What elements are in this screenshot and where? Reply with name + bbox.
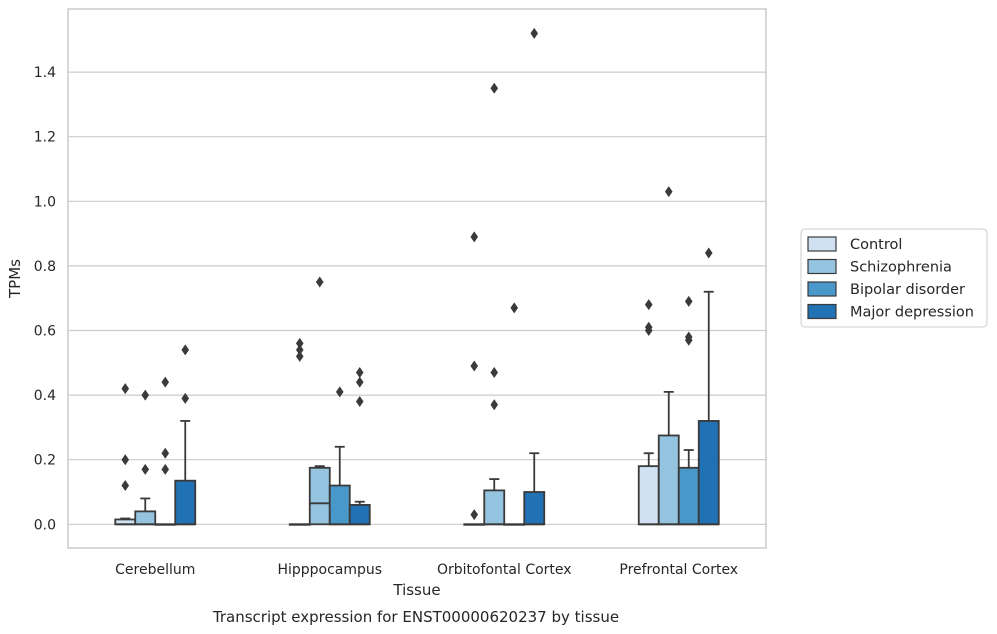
- legend-item: Major depression: [807, 303, 974, 321]
- box-body: [328, 484, 351, 526]
- outlier-point: [295, 337, 304, 349]
- legend: Control Schizophrenia Bipolar disorder Majo…: [800, 228, 988, 328]
- outlier-point: [355, 376, 364, 388]
- y-tick-label: 0.4: [34, 388, 56, 404]
- y-tick-label: 1.4: [34, 65, 56, 81]
- figure-caption: Transcript expression for ENST0000062023…: [212, 608, 619, 626]
- box-bipolar-disorder: [328, 386, 351, 526]
- legend-label: Major depression: [850, 305, 974, 321]
- outlier-point: [315, 276, 324, 288]
- box-body: [637, 465, 660, 526]
- box-bipolar-disorder: [677, 295, 700, 526]
- box-major-depression: [523, 27, 546, 526]
- box-schizophrenia: [483, 82, 506, 526]
- box-body: [483, 489, 506, 526]
- legend-swatch: [807, 236, 837, 252]
- box-control: [114, 383, 137, 526]
- legend-item: Control: [807, 236, 902, 253]
- outlier-point: [355, 366, 364, 378]
- y-axis-title: TPMs: [6, 259, 24, 299]
- outlier-point: [161, 447, 170, 459]
- box-schizophrenia: [134, 389, 157, 526]
- y-tick-label: 0.2: [34, 453, 56, 469]
- plot-frame: [67, 8, 767, 549]
- box-body: [348, 504, 371, 526]
- outlier-point: [161, 463, 170, 475]
- legend-swatch: [807, 281, 837, 297]
- outlier-point: [121, 383, 130, 395]
- y-tick-label: 0.0: [34, 517, 56, 533]
- box-groups: [114, 27, 720, 526]
- x-tick-label: Cerebellum: [115, 562, 195, 578]
- box-bipolar-disorder: [503, 302, 526, 526]
- outlier-point: [664, 186, 673, 198]
- box-body: [677, 466, 700, 526]
- outlier-point: [530, 27, 539, 39]
- box-group-hipppocampus: [288, 276, 371, 526]
- outlier-point: [161, 376, 170, 388]
- box-major-depression: [174, 344, 197, 526]
- legend-label: Control: [850, 237, 902, 253]
- outlier-point: [684, 331, 693, 343]
- y-tick-label: 0.8: [34, 259, 56, 275]
- outlier-point: [490, 82, 499, 94]
- box-bipolar-disorder: [154, 376, 177, 526]
- y-tick-label: 0.6: [34, 324, 56, 340]
- outlier-point: [295, 344, 304, 356]
- outlier-point: [470, 360, 479, 372]
- outlier-point: [684, 295, 693, 307]
- outlier-point: [335, 386, 344, 398]
- y-tick-labels: 0.0 0.2 0.4 0.6 0.8 1.0 1.2 1.4: [34, 65, 56, 533]
- box-body: [697, 420, 720, 526]
- outlier-point: [121, 454, 130, 466]
- outlier-point: [121, 480, 130, 492]
- legend-item: Bipolar disorder: [807, 281, 965, 298]
- box-body: [174, 479, 197, 526]
- box-body: [523, 491, 546, 526]
- box-group-prefrontal-cortex: [637, 186, 720, 526]
- box-major-depression: [697, 247, 720, 526]
- x-tick-label: Orbitofontal Cortex: [437, 562, 572, 578]
- box-schizophrenia: [657, 186, 680, 526]
- outlier-point: [181, 392, 190, 404]
- outlier-point: [141, 463, 150, 475]
- outlier-point: [644, 299, 653, 311]
- box-body: [657, 434, 680, 526]
- outlier-point: [490, 399, 499, 411]
- box-body: [308, 466, 331, 526]
- box-group-orbitofontal-cortex: [463, 27, 546, 526]
- outlier-point: [470, 231, 479, 243]
- x-tick-label: Hipppocampus: [277, 562, 382, 578]
- y-tick-label: 1.0: [34, 194, 56, 210]
- outlier-point: [510, 302, 519, 314]
- x-axis-title: Tissue: [392, 581, 440, 599]
- outlier-point: [490, 366, 499, 378]
- x-tick-labels: Cerebellum Hipppocampus Orbitofontal Corte…: [115, 562, 738, 578]
- outlier-point: [470, 509, 479, 521]
- box-body: [134, 510, 157, 526]
- outlier-point: [141, 389, 150, 401]
- outlier-point: [355, 396, 364, 408]
- outlier-point: [181, 344, 190, 356]
- legend-box: [800, 228, 988, 328]
- legend-label: Schizophrenia: [850, 260, 952, 276]
- legend-label: Bipolar disorder: [850, 282, 965, 298]
- box-group-cerebellum: [114, 344, 197, 526]
- y-tick-label: 1.2: [34, 130, 56, 146]
- box-control: [637, 299, 660, 526]
- box-control: [463, 231, 486, 526]
- legend-swatch: [807, 303, 837, 320]
- outlier-point: [295, 350, 304, 362]
- legend-item: Schizophrenia: [807, 258, 952, 276]
- x-tick-label: Prefrontal Cortex: [619, 562, 738, 578]
- box-schizophrenia: [308, 276, 331, 526]
- outlier-point: [704, 247, 713, 259]
- box-major-depression: [348, 366, 371, 526]
- box-control: [288, 337, 311, 526]
- legend-swatch: [807, 258, 837, 275]
- outlier-point: [644, 321, 653, 333]
